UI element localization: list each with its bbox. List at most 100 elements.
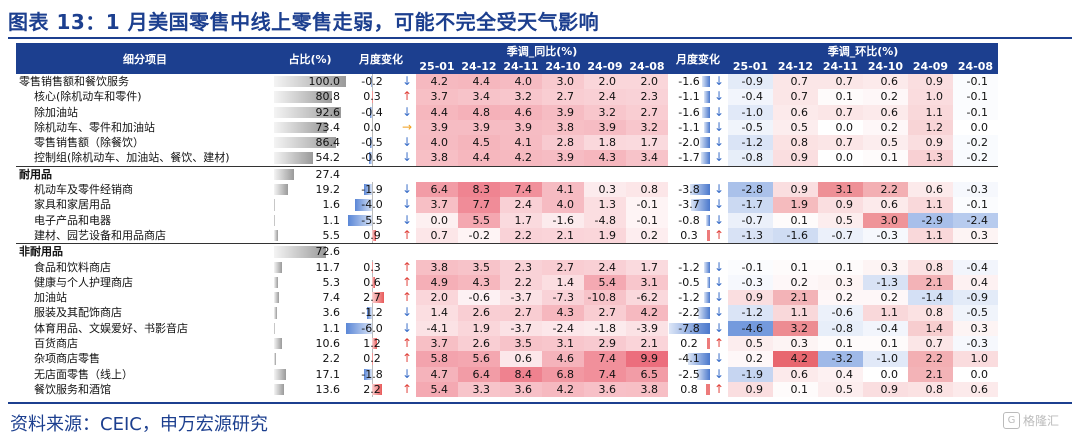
yoy-cell: 4.2 bbox=[542, 381, 584, 398]
header-mom-group: 季调_环比(%) bbox=[728, 43, 998, 59]
arrow-down-icon: ↓ bbox=[713, 320, 725, 335]
header-yoy-month: 24-11 bbox=[500, 59, 542, 74]
row-name: 非耐用品 bbox=[16, 243, 274, 260]
yoy-change-bar bbox=[699, 137, 710, 149]
row-share: 73.4 bbox=[274, 120, 346, 135]
yoy-change-bar bbox=[704, 91, 710, 103]
header-yoy-change: 月度变化 bbox=[668, 43, 728, 74]
mom-cell: -2.4 bbox=[953, 212, 998, 228]
mom-cell bbox=[728, 243, 773, 260]
yoy-cell: 4.5 bbox=[458, 135, 500, 151]
yoy-cell: 3.5 bbox=[500, 336, 542, 352]
header-mom-month: 24-12 bbox=[773, 59, 818, 74]
mom-cell: 0.1 bbox=[880, 151, 899, 165]
yoy-cell: 6.5 bbox=[626, 366, 668, 382]
mom-cell: 1.1 bbox=[863, 305, 908, 321]
header-yoy-group: 季调_同比(%) bbox=[416, 43, 668, 59]
row-monthly-change: -1.9 bbox=[346, 182, 398, 198]
yoy-change-bar bbox=[688, 353, 710, 365]
row-yoy-change: -4.1 bbox=[668, 351, 710, 366]
share-bar bbox=[274, 152, 314, 164]
yoy-cell: -10.8 bbox=[584, 290, 626, 306]
row-name: 服装及其配饰商店 bbox=[34, 306, 122, 320]
row-monthly-change: 0.0 bbox=[346, 119, 398, 136]
yoy-cell: 8.4 bbox=[500, 366, 542, 382]
row-share: 19.2 bbox=[274, 182, 346, 197]
yoy-cell: 5.8 bbox=[416, 351, 458, 367]
share-value: 3.6 bbox=[322, 306, 341, 320]
arrow-down-icon: ↓ bbox=[713, 182, 725, 197]
change-zero-line bbox=[372, 305, 373, 321]
row-name: 核心(除机动车和零件) bbox=[34, 90, 142, 104]
change-bar bbox=[372, 261, 374, 273]
row-name: 除加油站 bbox=[34, 105, 78, 119]
share-bar bbox=[274, 322, 275, 335]
mom-cell: 0.9 bbox=[728, 290, 773, 306]
yoy-cell bbox=[626, 243, 668, 260]
row-yoy-change: 0.8 bbox=[668, 382, 710, 397]
table-row: 除加油站 92.6 -0.4 ↓ 4.4 4.8 4.6 3.9 3.2 2.7 -1.6 ↓ -1.0… bbox=[16, 104, 998, 120]
yoy-cell: 3.5 bbox=[458, 259, 500, 275]
yoy-cell bbox=[416, 243, 458, 260]
mom-cell: 2.1 bbox=[908, 274, 953, 291]
header-mom-month: 24-09 bbox=[908, 59, 953, 74]
yoy-change-value: 0.2 bbox=[680, 337, 698, 351]
yoy-change-value: -1.2 bbox=[678, 260, 700, 274]
share-bar bbox=[274, 368, 287, 380]
mom-cell: 0.3 bbox=[773, 336, 818, 352]
row-share: 54.2 bbox=[274, 150, 346, 166]
row-yoy-change: -2.2 bbox=[668, 305, 710, 320]
row-share: 3.6 bbox=[274, 305, 346, 320]
row-yoy-change: -1.6 bbox=[668, 105, 710, 120]
share-value: 2.2 bbox=[322, 352, 341, 366]
mom-cell: 1.1 bbox=[908, 197, 953, 213]
yoy-cell: 7.4 bbox=[500, 182, 542, 198]
mom-cell: -0.1 bbox=[966, 198, 988, 212]
header-yoy-month: 25-01 bbox=[416, 59, 458, 74]
row-yoy-change: 0.2 bbox=[668, 336, 710, 351]
yoy-change-value: -0.8 bbox=[678, 213, 700, 227]
mom-cell: 1.9 bbox=[773, 197, 818, 213]
yoy-cell: 2.0 bbox=[626, 74, 668, 90]
row-yoy-change: -7.8 bbox=[668, 321, 710, 336]
change-bar bbox=[372, 338, 378, 350]
mom-cell: -1.2 bbox=[728, 305, 773, 321]
yoy-change-bar bbox=[690, 199, 710, 211]
mom-cell: -1.3 bbox=[728, 227, 773, 244]
mom-cell bbox=[863, 165, 908, 183]
table-row: 除机动车、零件和加油站 73.4 0.0 → 3.9 3.9 3.9 3.8 3.9 3.2 -1.… bbox=[16, 119, 998, 136]
change-value: -1.2 bbox=[361, 306, 383, 320]
row-share: 27.4 bbox=[274, 165, 346, 183]
yoy-cell: 0.7 bbox=[416, 227, 458, 244]
row-name: 耐用品 bbox=[16, 165, 274, 183]
row-name: 杂项商店零售 bbox=[34, 352, 100, 366]
arrow-down-icon: ↓ bbox=[401, 135, 413, 150]
mom-cell: 0.1 bbox=[790, 260, 809, 274]
mom-cell: 0.1 bbox=[835, 337, 854, 351]
yoy-cell: 3.9 bbox=[458, 119, 500, 136]
mom-cell: -0.9 bbox=[953, 290, 998, 306]
mom-cell: 1.0 bbox=[908, 89, 953, 105]
source-note: 资料来源：CEIC，申万宏源研究 bbox=[10, 414, 268, 435]
header-yoy-month: 24-12 bbox=[458, 59, 500, 74]
yoy-change-value: -4.1 bbox=[678, 352, 700, 366]
mom-cell: 0.7 bbox=[773, 74, 818, 90]
mom-cell: -1.7 bbox=[728, 197, 773, 213]
share-bar bbox=[274, 106, 341, 118]
yoy-cell: 2.9 bbox=[584, 336, 626, 352]
yoy-cell bbox=[416, 165, 458, 183]
change-zero-line bbox=[372, 74, 373, 90]
header-monthly-change: 月度变化 bbox=[346, 43, 416, 74]
change-value: 0.6 bbox=[363, 275, 381, 289]
header-row-2: 25-01 24-12 24-11 24-10 24-09 24-08 25-01 24-12… bbox=[16, 59, 998, 74]
table-row: 机动车及零件经销商 19.2 -1.9 ↓ 6.4 8.3 7.4 4.1 0.3 0.8 -3.8… bbox=[16, 182, 998, 198]
mom-cell: 0.8 bbox=[908, 381, 953, 398]
yoy-cell bbox=[584, 165, 626, 183]
yoy-cell: 4.3 bbox=[458, 274, 500, 291]
yoy-cell: 3.2 bbox=[584, 104, 626, 120]
row-share: 13.6 bbox=[274, 382, 346, 397]
yoy-cell bbox=[584, 243, 626, 260]
row-monthly-change bbox=[346, 165, 398, 183]
row-monthly-change: -4.0 bbox=[346, 197, 398, 213]
yoy-cell: 2.3 bbox=[626, 89, 668, 105]
